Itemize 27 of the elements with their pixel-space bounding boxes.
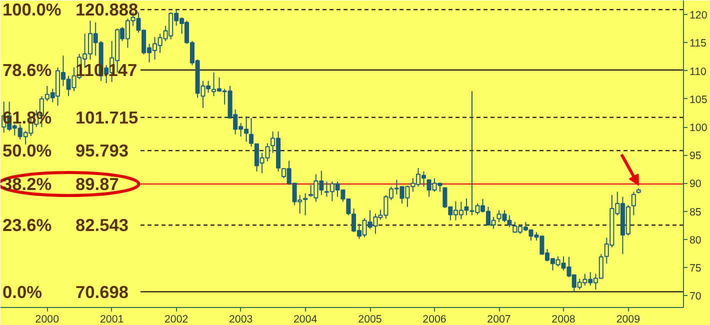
y-tick-label: 90 xyxy=(690,178,702,190)
y-tick-label: 120 xyxy=(690,10,708,22)
x-tick-label: 2000 xyxy=(35,314,60,325)
y-tick-label: 95 xyxy=(690,150,702,162)
x-tick-label: 2007 xyxy=(487,314,511,325)
text: 38.2% 89.87 xyxy=(2,174,119,194)
x-tick-label: 2008 xyxy=(552,314,576,325)
x-tick-label: 2004 xyxy=(293,314,318,325)
x-tick-label: 2009 xyxy=(616,314,640,325)
x-tick-label: 2003 xyxy=(228,314,253,325)
y-tick-label: 85 xyxy=(690,206,702,218)
x-tick-label: 2002 xyxy=(164,314,188,325)
y-tick-label: 100 xyxy=(690,122,708,134)
x-tick-label: 2001 xyxy=(100,314,124,325)
text: 23.6% 82.543 xyxy=(2,215,128,236)
y-tick-label: 105 xyxy=(690,94,708,106)
x-tick-label: 2006 xyxy=(422,314,446,325)
x-tick-label: 2005 xyxy=(358,314,382,325)
text: 0.0% 70.698 xyxy=(2,282,128,302)
y-tick-label: 80 xyxy=(690,234,702,246)
text: 50.0% 95.793 xyxy=(2,140,128,161)
candlestick xyxy=(631,191,636,216)
y-tick-label: 110 xyxy=(690,66,707,78)
y-tick-label: 115 xyxy=(690,38,707,50)
y-tick-label: 75 xyxy=(690,262,702,275)
y-tick-label: 70 xyxy=(690,290,702,303)
ref-line-label: 100.0% 120.888 xyxy=(2,0,138,20)
